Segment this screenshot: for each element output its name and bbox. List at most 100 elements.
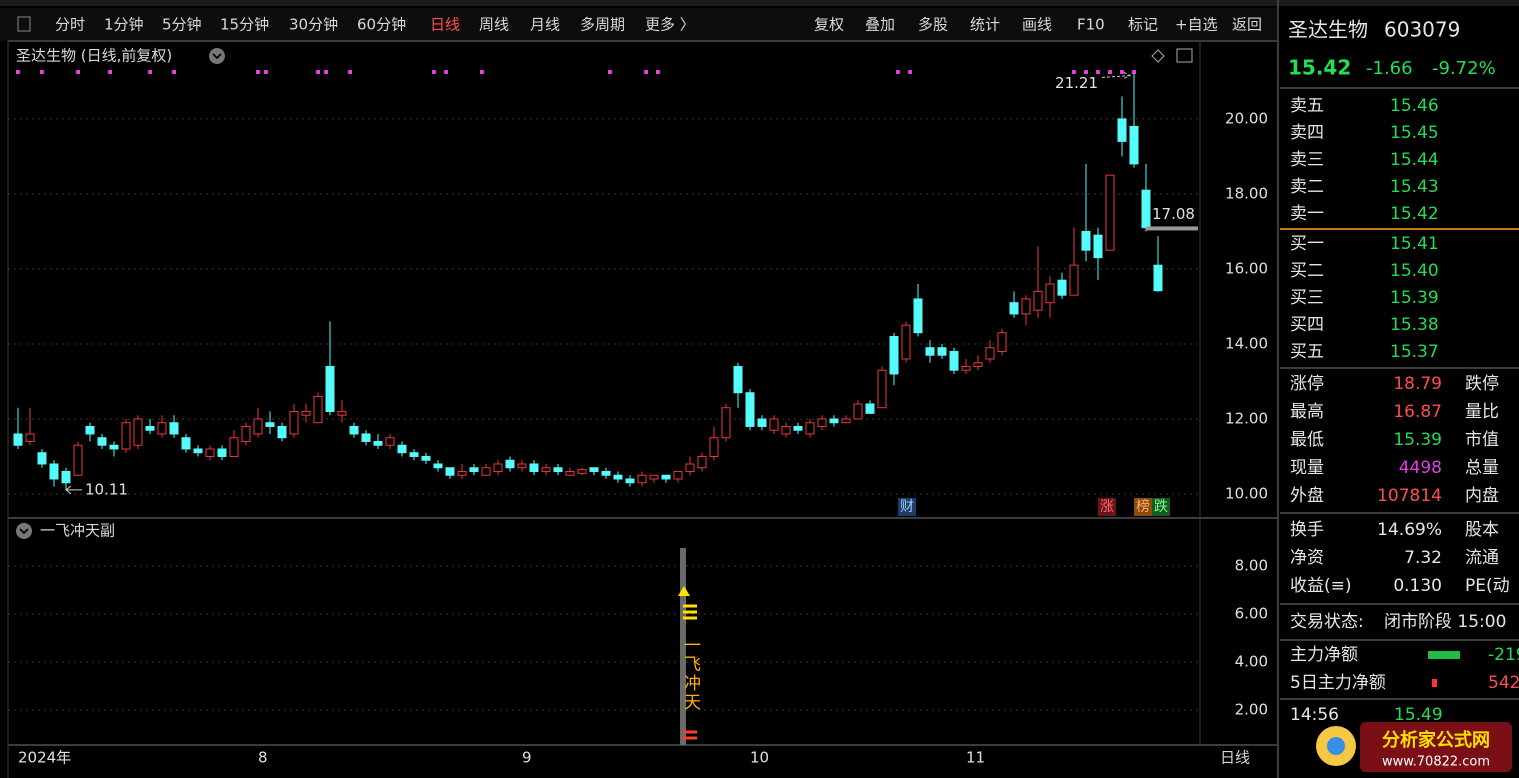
signal-dot xyxy=(644,70,648,74)
candle-body xyxy=(373,440,383,446)
fund-label: 主力净额 xyxy=(1290,645,1358,665)
book-label: 买五 xyxy=(1290,342,1324,362)
candle-body xyxy=(505,459,515,469)
toolbar-item[interactable]: 60分钟 xyxy=(357,16,406,34)
toolbar-item[interactable]: 画线 xyxy=(1022,16,1052,34)
book-label: 卖二 xyxy=(1290,177,1324,197)
book-price: 15.45 xyxy=(1390,123,1439,143)
toolbar-item[interactable]: +自选 xyxy=(1175,16,1218,34)
y-tick-label: 14.00 xyxy=(1225,334,1268,352)
watermark-url: www.70822.com xyxy=(1382,755,1490,770)
stat-label: 内盘 xyxy=(1465,486,1499,506)
stock-code: 603079 xyxy=(1384,18,1460,42)
toolbar-item[interactable]: 30分钟 xyxy=(289,16,338,34)
candle-body xyxy=(469,467,479,472)
toolbar-item[interactable]: 月线 xyxy=(530,16,560,34)
toolbar-item[interactable]: 叠加 xyxy=(865,16,895,34)
title-menu-icon xyxy=(212,53,222,60)
candle-body xyxy=(841,418,851,424)
candle-body xyxy=(853,403,863,420)
candle-body xyxy=(769,418,779,431)
signal-text: 一飞冲天 xyxy=(680,636,701,712)
candle-body xyxy=(61,470,71,484)
y-tick-label: 6.00 xyxy=(1235,605,1268,623)
candle-body xyxy=(253,418,263,435)
x-tick-label: 11 xyxy=(966,749,985,767)
candle-body xyxy=(601,470,611,476)
candle-body xyxy=(409,452,419,457)
candle-body xyxy=(913,298,923,334)
signal-dot xyxy=(480,70,484,74)
x-tick-label: 10 xyxy=(750,749,769,767)
candle-body xyxy=(145,425,155,431)
book-price: 15.37 xyxy=(1390,342,1439,362)
diamond-button[interactable] xyxy=(1151,49,1165,63)
book-label: 卖三 xyxy=(1290,150,1324,170)
candle-body xyxy=(277,425,287,439)
window-button[interactable] xyxy=(1176,48,1193,63)
candle-body xyxy=(733,365,743,394)
toolbar-item[interactable]: 标记 xyxy=(1128,16,1158,34)
candle-body xyxy=(793,425,803,431)
candle-body xyxy=(205,448,215,457)
toolbar-item[interactable]: F10 xyxy=(1077,16,1105,34)
event-badge xyxy=(1098,498,1116,516)
toolbar-item[interactable]: 5分钟 xyxy=(162,16,202,34)
candle-body xyxy=(925,347,935,356)
candle-body xyxy=(445,467,455,476)
candle-body xyxy=(121,422,131,450)
toolbar-item[interactable]: 复权 xyxy=(814,16,844,34)
x-tick-label: 2024年 xyxy=(18,749,71,767)
candle-body xyxy=(829,418,839,424)
candle-body xyxy=(193,448,203,454)
candle-body xyxy=(1009,302,1019,315)
candle-body xyxy=(1033,290,1043,311)
x-tick-label: 9 xyxy=(522,749,532,767)
toolbar-item[interactable]: 15分钟 xyxy=(220,16,269,34)
subchart-menu-icon xyxy=(19,528,29,535)
toolbar-item[interactable]: 多股 xyxy=(918,16,948,34)
candle-body xyxy=(169,422,179,435)
book-price: 15.39 xyxy=(1390,288,1439,308)
book-price: 15.43 xyxy=(1390,177,1439,197)
book-price: 15.41 xyxy=(1390,234,1439,254)
stat-label: 流通 xyxy=(1465,548,1499,568)
toolbar-item[interactable]: 1分钟 xyxy=(104,16,144,34)
signal-dot xyxy=(256,70,260,74)
toolbar-item[interactable]: 分时 xyxy=(55,16,85,34)
toolbar-item[interactable]: 多周期 xyxy=(580,16,625,34)
candle-body xyxy=(865,403,875,414)
toolbar-item[interactable]: 日线 xyxy=(430,16,460,34)
candle-body xyxy=(937,347,947,356)
fund-label: 5日主力净额 xyxy=(1290,673,1386,693)
toolbar-item[interactable]: 更多 〉 xyxy=(645,16,695,34)
signal-dot xyxy=(76,70,80,74)
stat-label: 收益(≡) xyxy=(1290,576,1352,596)
signal-dot xyxy=(172,70,176,74)
candle-body xyxy=(1141,189,1151,229)
candle-body xyxy=(901,324,911,360)
event-label: 涨 xyxy=(1100,499,1114,515)
toolbar-item[interactable]: 周线 xyxy=(479,16,509,34)
title-menu[interactable] xyxy=(209,48,225,64)
candle-body xyxy=(589,467,599,472)
toolbar-item[interactable]: 统计 xyxy=(970,16,1000,34)
candle-body xyxy=(685,463,695,472)
subchart-menu[interactable] xyxy=(16,523,32,539)
x-tick-label: 8 xyxy=(258,749,268,767)
book-price: 15.42 xyxy=(1390,204,1439,224)
toolbar-item[interactable]: 返回 xyxy=(1232,16,1262,34)
candle-body xyxy=(325,365,335,412)
signal-dot xyxy=(40,70,44,74)
event-badge xyxy=(1134,498,1152,516)
y-tick-label: 16.00 xyxy=(1225,259,1268,277)
candle-body xyxy=(1069,264,1079,296)
y-tick-label: 20.00 xyxy=(1225,109,1268,127)
toolbar-toggle[interactable] xyxy=(17,16,31,32)
candle-body xyxy=(109,444,119,450)
event-label: 跌 xyxy=(1154,499,1168,515)
candle-body xyxy=(529,463,539,472)
candle-body xyxy=(541,467,551,472)
signal-dot xyxy=(316,70,320,74)
